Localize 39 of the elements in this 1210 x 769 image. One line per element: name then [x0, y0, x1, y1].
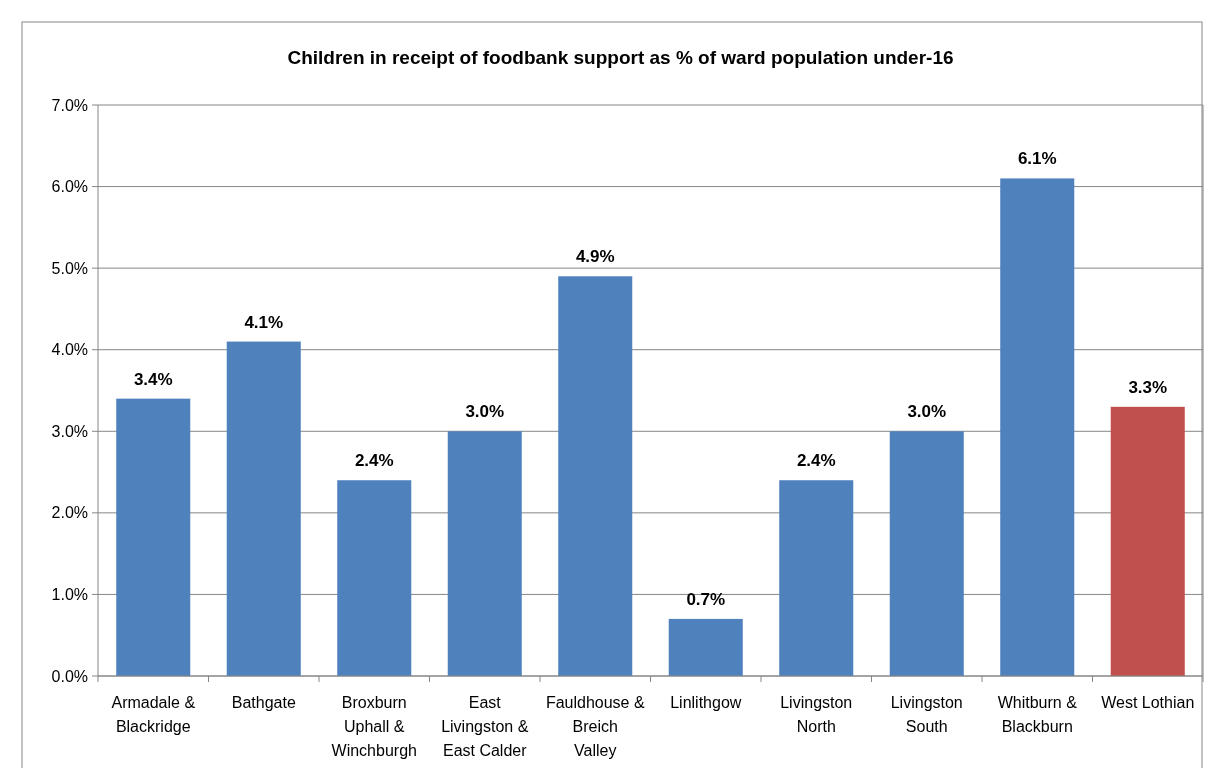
data-label: 3.4%: [133, 369, 173, 389]
y-tick-label: 4.0%: [51, 341, 88, 359]
bar: [1110, 406, 1185, 676]
y-tick-label: 5.0%: [51, 259, 88, 277]
bar: [558, 276, 633, 676]
bar: [779, 480, 854, 676]
bar: [116, 398, 191, 676]
x-tick-label: Livingston North: [780, 694, 853, 735]
x-tick-label: East Livingston & East Calder: [441, 694, 529, 759]
x-tick-label: West Lothian: [1101, 694, 1195, 711]
data-label: 3.0%: [907, 402, 947, 422]
data-label: 4.1%: [244, 312, 284, 332]
bar: [889, 431, 964, 676]
x-tick-label: Broxburn Uphall & Winchburgh: [331, 694, 417, 759]
data-label: 0.7%: [686, 589, 726, 609]
y-tick-label: 0.0%: [51, 667, 88, 685]
bar: [668, 618, 743, 676]
data-label: 3.3%: [1128, 377, 1168, 397]
data-label: 6.1%: [1017, 149, 1057, 169]
bar: [447, 431, 522, 676]
data-label: 2.4%: [796, 451, 836, 471]
x-tick-label: Whitburn & Blackburn: [997, 694, 1078, 735]
data-label: 2.4%: [354, 451, 394, 471]
x-tick-label: Livingston South: [890, 694, 963, 735]
bar: [1000, 178, 1075, 676]
x-tick-label: Fauldhouse & Breich Valley: [545, 694, 645, 759]
y-tick-label: 3.0%: [51, 422, 88, 440]
y-tick-label: 1.0%: [51, 586, 88, 604]
y-tick-label: 6.0%: [51, 178, 88, 196]
data-label: 3.0%: [465, 402, 505, 422]
y-tick-label: 7.0%: [51, 96, 88, 114]
x-tick-label: Bathgate: [231, 694, 296, 711]
x-tick-label: Linlithgow: [670, 694, 742, 711]
x-tick-label: Armadale & Blackridge: [111, 694, 196, 735]
chart-title: Children in receipt of foodbank support as % of ward population under-16: [287, 47, 954, 68]
bar: [226, 341, 301, 676]
bar: [337, 480, 412, 676]
data-label: 4.9%: [575, 247, 615, 267]
y-tick-label: 2.0%: [51, 504, 88, 522]
